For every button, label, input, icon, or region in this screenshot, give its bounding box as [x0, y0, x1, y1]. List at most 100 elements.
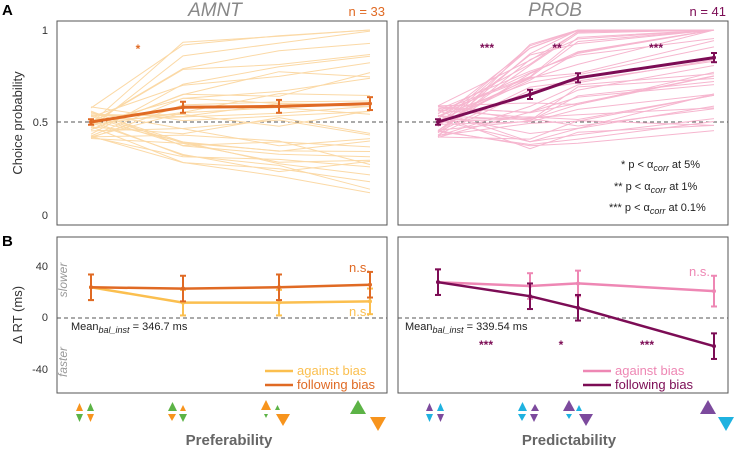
prob-against-line	[437, 280, 715, 293]
subject-line	[437, 94, 715, 136]
subject-line	[437, 29, 715, 122]
ns-amnt-against: n.s.	[349, 304, 370, 319]
ns-amnt-following: n.s.	[349, 260, 370, 275]
prob-following-point-1	[436, 280, 440, 285]
legend-prob: against bias following bias	[583, 363, 694, 392]
prob-following-point-2	[528, 294, 532, 299]
subject-line	[90, 29, 371, 124]
subject-line	[90, 117, 371, 135]
subject-line	[90, 122, 371, 173]
n-label-amnt: n = 33	[348, 4, 385, 19]
panel-letter-a: A	[2, 2, 13, 19]
subject-line	[437, 94, 715, 121]
legend-amnt-following-label: following bias	[297, 377, 376, 392]
subject-line	[437, 73, 715, 137]
subject-line	[90, 134, 371, 165]
subject-line	[90, 136, 371, 168]
subject-line	[90, 114, 371, 152]
subject-line	[437, 29, 715, 115]
pref-level-3-icon	[261, 400, 290, 426]
subject-line	[437, 105, 715, 143]
amnt-against-point-3	[277, 300, 281, 305]
ytick-top-1: 1	[42, 25, 48, 37]
subject-line	[90, 112, 371, 147]
predictability-triangle-icons	[426, 400, 734, 431]
xlabel-preferability: Preferability	[186, 432, 273, 449]
subject-line	[437, 29, 715, 112]
panel-letter-b: B	[2, 233, 13, 250]
subject-line	[437, 65, 715, 113]
prob-following-line	[437, 280, 715, 348]
ytick-bottom-0: 0	[42, 312, 48, 324]
sig-prob-top-1: ***	[480, 41, 494, 55]
title-prob: PROB	[528, 0, 582, 21]
pref-level-1-icon	[76, 403, 94, 422]
legend-amnt: against bias following bias	[265, 363, 376, 392]
prob-mean-point-2	[528, 92, 532, 97]
stats-note: * p < αcorr at 5% ** p < αcorr at 1% ***…	[609, 159, 706, 216]
ytick-top-0: 0	[42, 210, 48, 222]
sig-prob-bottom-2: *	[559, 338, 564, 352]
subject-line	[437, 75, 715, 121]
ytick-top-0.5: 0.5	[33, 117, 48, 129]
amnt-mean-point-3	[277, 104, 281, 109]
amnt-against-point-4	[368, 299, 372, 304]
subject-line	[437, 84, 715, 138]
amnt-mean-point-2	[181, 105, 185, 110]
ytick-bottom-minus40: -40	[32, 364, 48, 376]
pred-level-3-icon	[563, 400, 593, 426]
subject-line	[437, 93, 715, 125]
mean-label-amnt: Meanbal_inst = 346.7 ms	[71, 321, 188, 335]
sig-amnt-top-1: *	[136, 42, 141, 56]
stats-note-line-1: * p < αcorr at 5%	[621, 159, 700, 173]
ylabel-delta-rt: Δ RT (ms)	[10, 286, 25, 344]
subject-line	[90, 119, 371, 136]
amnt-mean-point-1	[89, 120, 93, 124]
pred-level-1-icon	[426, 403, 444, 422]
amnt-following-point-1	[89, 285, 93, 290]
subject-line	[90, 110, 371, 158]
subject-line	[437, 114, 715, 150]
subject-line	[90, 138, 371, 163]
mean-label-prob: Meanbal_inst = 339.54 ms	[405, 321, 528, 335]
prob-mean-point-3	[576, 75, 580, 80]
stats-note-line-3: *** p < αcorr at 0.1%	[609, 202, 706, 216]
legend-prob-following-label: following bias	[615, 377, 694, 392]
subject-line	[90, 30, 371, 129]
title-amnt: AMNT	[187, 0, 243, 21]
pref-level-4-icon	[350, 400, 386, 431]
stats-note-line-2: ** p < αcorr at 1%	[614, 181, 698, 195]
xlabel-predictability: Predictability	[522, 432, 617, 449]
pred-level-2-icon	[518, 402, 539, 422]
n-label-prob: n = 41	[689, 4, 726, 19]
sig-prob-bottom-3: ***	[640, 338, 654, 352]
pref-level-2-icon	[168, 402, 187, 422]
subject-line	[437, 29, 715, 125]
subject-line	[90, 42, 371, 124]
subject-line	[90, 93, 371, 126]
amnt-following-point-2	[181, 286, 185, 291]
subject-line	[437, 118, 715, 143]
subject-line	[90, 77, 371, 125]
chart-marks	[88, 52, 717, 360]
subject-line	[437, 29, 715, 127]
subject-line	[437, 40, 715, 114]
subject-line	[437, 121, 715, 146]
sig-prob-top-2: **	[552, 41, 562, 55]
faster-label: faster	[56, 346, 70, 377]
prob-subject-lines	[437, 29, 715, 150]
subject-line	[437, 29, 714, 132]
subject-line	[90, 54, 371, 125]
prob-mean-line	[437, 56, 715, 124]
ns-prob-against: n.s.	[689, 264, 710, 279]
amnt-following-point-3	[277, 285, 281, 290]
legend-amnt-against-label: against bias	[297, 363, 367, 378]
prob-against-point-4	[712, 289, 716, 294]
subject-line	[437, 29, 715, 126]
preferability-triangle-icons	[76, 400, 386, 431]
panel-b-amnt-frame	[56, 236, 388, 394]
legend-prob-against-label: against bias	[615, 363, 685, 378]
subject-line	[437, 78, 715, 122]
sig-prob-bottom-1: ***	[479, 338, 493, 352]
